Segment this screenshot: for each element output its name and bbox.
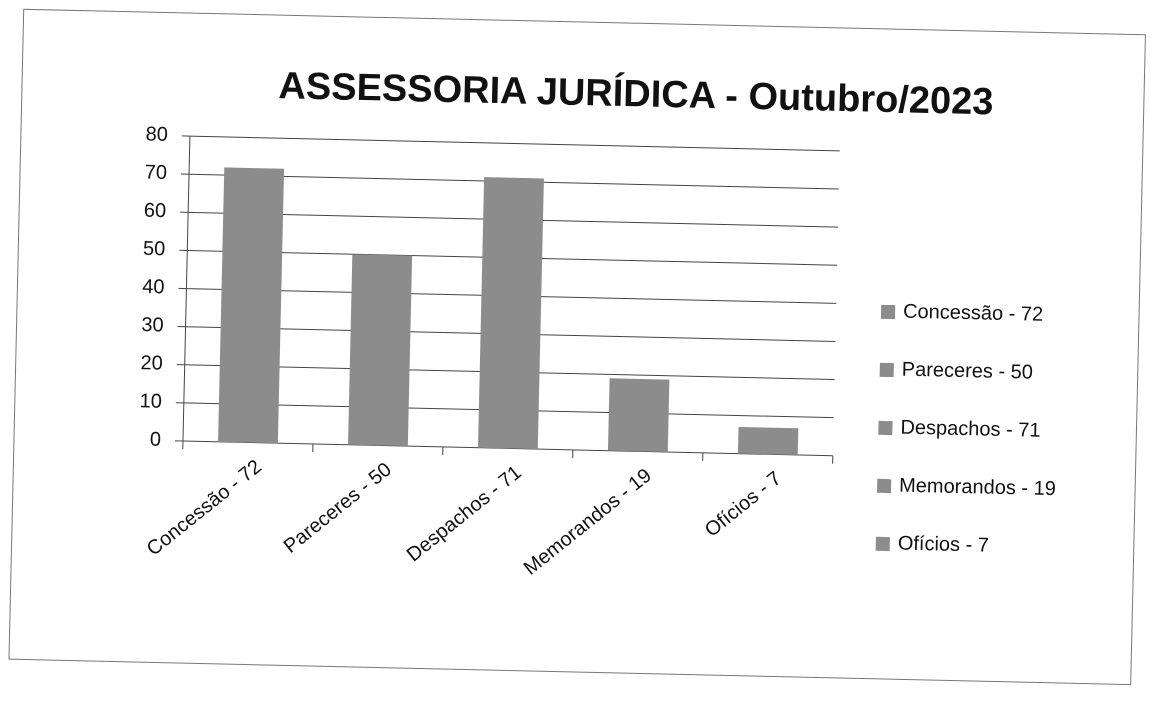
y-tick-label: 30	[141, 314, 164, 336]
legend-label: Despachos - 71	[900, 417, 1041, 442]
y-tick-label: 70	[145, 162, 168, 184]
y-tick-label: 80	[145, 123, 168, 145]
y-tick-label: 20	[140, 352, 163, 374]
x-tick-label: Concessão - 72	[143, 456, 266, 561]
y-tick-label: 60	[144, 200, 167, 222]
x-tick-label: Ofícios - 7	[701, 467, 786, 541]
legend-swatch	[875, 536, 890, 552]
x-tick-label: Despachos - 71	[403, 462, 526, 567]
bar	[607, 378, 670, 453]
chart-title: ASSESSORIA JURÍDICA - Outubro/2023	[278, 63, 994, 123]
legend-swatch	[876, 478, 892, 494]
chart-area: ASSESSORIA JURÍDICA - Outubro/2023 0 10 20…	[8, 8, 1146, 686]
legend-swatch	[880, 304, 896, 320]
x-tick-label: Pareceres - 50	[280, 459, 396, 558]
bar	[737, 426, 799, 455]
y-tick-label: 40	[142, 276, 165, 298]
y-tick-label: 10	[139, 390, 162, 412]
legend-swatch	[879, 362, 894, 378]
y-tick-label: 0	[150, 429, 162, 451]
legend-label: Pareceres - 50	[902, 359, 1034, 384]
bar	[218, 167, 285, 444]
chart-border	[8, 8, 1146, 686]
legend-swatch	[878, 420, 893, 436]
legend-label: Ofícios - 7	[898, 533, 990, 557]
bar	[477, 177, 544, 450]
bar	[348, 254, 413, 447]
y-axis	[182, 136, 191, 442]
x-tick-label: Memorandos - 19	[520, 464, 656, 579]
legend-label: Memorandos - 19	[899, 475, 1056, 501]
legend-label: Concessão - 72	[903, 301, 1044, 326]
y-tick-label: 50	[143, 238, 166, 260]
grid-line	[189, 135, 840, 152]
